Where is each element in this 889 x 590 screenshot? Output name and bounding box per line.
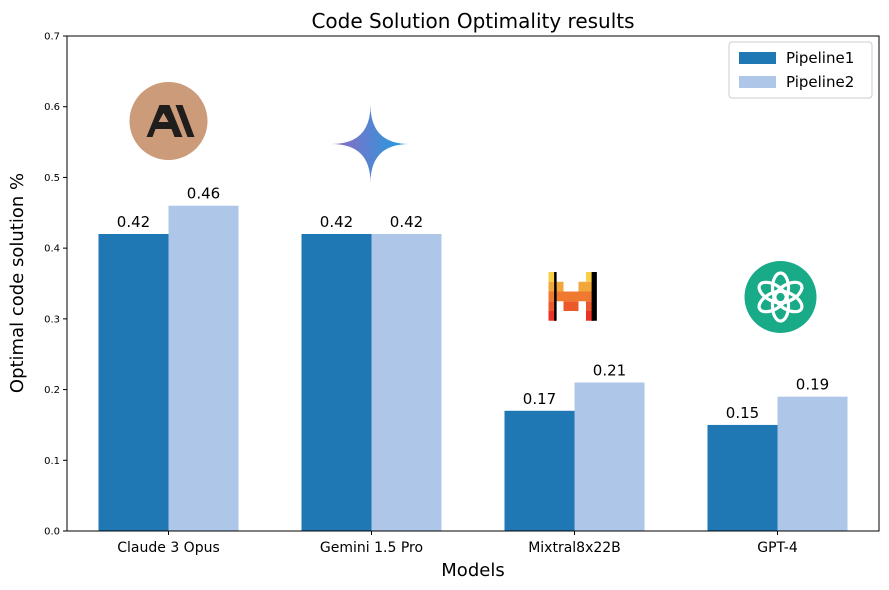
chart-title: Code Solution Optimality results bbox=[311, 9, 634, 33]
legend-entry-label: Pipeline2 bbox=[786, 73, 854, 91]
bar-value-label: 0.17 bbox=[523, 390, 556, 408]
legend-swatch bbox=[739, 76, 776, 88]
y-axis-label: Optimal code solution % bbox=[7, 173, 28, 393]
legend-entry-label: Pipeline1 bbox=[786, 49, 854, 67]
bar-value-label: 0.21 bbox=[593, 362, 626, 380]
bar-pipeline2 bbox=[371, 234, 442, 531]
bar-pipeline1 bbox=[707, 424, 778, 531]
plot-frame bbox=[66, 35, 880, 532]
legend: Pipeline1 Pipeline2 bbox=[728, 41, 873, 99]
bar-value-label: 0.15 bbox=[726, 404, 759, 422]
y-tick-label: 0.5 bbox=[44, 173, 60, 184]
gemini-logo bbox=[331, 105, 410, 183]
bar-value-label: 0.42 bbox=[320, 213, 353, 231]
x-tick-label: Mixtral8x22B bbox=[528, 540, 621, 556]
y-tick-label: 0.1 bbox=[44, 456, 60, 467]
bar-pipeline1 bbox=[504, 410, 575, 531]
bar-pipeline1 bbox=[98, 234, 169, 531]
bar-pipeline1 bbox=[301, 234, 372, 531]
bar-value-label: 0.19 bbox=[796, 376, 829, 394]
x-tick-label: GPT-4 bbox=[757, 540, 798, 556]
bar-value-label: 0.46 bbox=[187, 185, 220, 203]
y-tick-label: 0.4 bbox=[44, 244, 60, 255]
bar-pipeline2 bbox=[574, 382, 645, 531]
y-tick-label: 0.6 bbox=[44, 102, 60, 113]
x-tick-label: Claude 3 Opus bbox=[117, 540, 220, 556]
anthropic-logo bbox=[129, 82, 208, 160]
bar-pipeline2 bbox=[777, 396, 848, 531]
x-tick-label: Gemini 1.5 Pro bbox=[320, 540, 423, 556]
mistral-logo bbox=[548, 272, 597, 321]
y-tick-label: 0.0 bbox=[44, 527, 60, 538]
bar-pipeline2 bbox=[168, 205, 239, 531]
bar-value-label: 0.42 bbox=[117, 213, 150, 231]
legend-swatch bbox=[739, 52, 776, 64]
x-axis-label: Models bbox=[441, 560, 504, 581]
y-tick-label: 0.2 bbox=[44, 385, 60, 396]
y-tick-label: 0.7 bbox=[44, 32, 60, 43]
openai-logo bbox=[744, 261, 817, 333]
bar-value-label: 0.42 bbox=[390, 213, 423, 231]
y-tick-label: 0.3 bbox=[44, 314, 60, 325]
